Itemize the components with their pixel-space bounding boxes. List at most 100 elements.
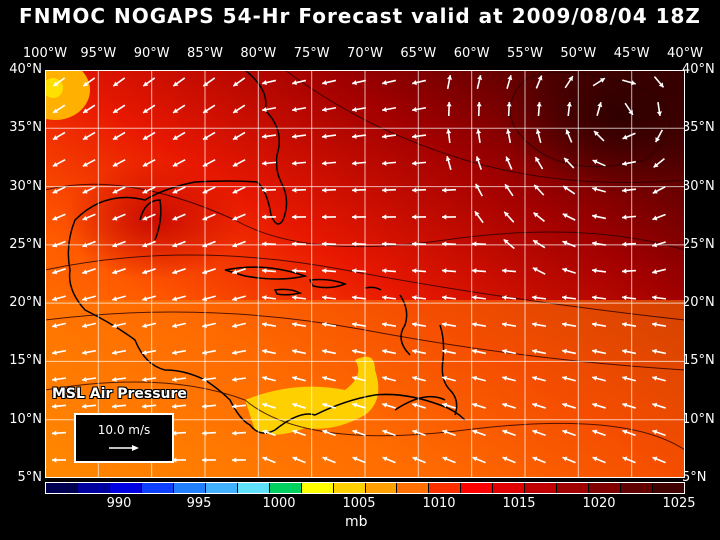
- wind-vector-head: [232, 215, 238, 221]
- wind-vector-head: [442, 429, 448, 435]
- colorbar-swatch: [653, 483, 685, 493]
- wind-vector-head: [506, 102, 512, 107]
- wind-vector-head: [232, 135, 238, 140]
- wind-vector-head: [622, 187, 627, 193]
- wind-vector-head: [532, 322, 537, 328]
- wind-vector-head: [382, 133, 387, 139]
- wind-vector-head: [142, 215, 148, 221]
- colorbar-swatch: [493, 483, 526, 493]
- wind-vector-head: [202, 349, 207, 356]
- wind-vector-head: [82, 403, 87, 409]
- wind-vector-head: [262, 322, 267, 328]
- wind-vector-head: [172, 376, 177, 382]
- wind-vector-head: [382, 375, 388, 381]
- wind-vector-head: [262, 80, 267, 86]
- wind-vector-head: [142, 135, 148, 140]
- wind-vector-head: [232, 430, 237, 436]
- latitude-label-left: 20°N: [9, 295, 42, 311]
- wind-vector-head: [53, 108, 59, 113]
- isobars: [45, 70, 685, 451]
- wind-vector-head: [505, 156, 511, 162]
- wind-vector-head: [232, 323, 237, 329]
- lat-lon-grid: [45, 70, 685, 478]
- latitude-label-left: 15°N: [9, 353, 42, 369]
- wind-vector-head: [352, 241, 357, 247]
- latitude-label-left: 5°N: [17, 470, 43, 485]
- colorbar-label: 1025: [662, 496, 696, 511]
- wind-vector-head: [262, 241, 267, 247]
- wind-vector-head: [622, 456, 628, 462]
- wind-vector-head: [535, 156, 540, 162]
- wind-vector-head: [532, 456, 538, 462]
- longitude-label: 95°W: [80, 46, 117, 61]
- wind-vector-head: [203, 81, 209, 87]
- wind-vector-head: [262, 295, 267, 301]
- wind-vector-head: [382, 80, 387, 86]
- wind-vector-head: [652, 456, 658, 462]
- wind-vector-head: [536, 102, 542, 107]
- colorbar-swatch: [301, 483, 334, 493]
- wind-vector-head: [173, 108, 179, 113]
- wind-vector-head: [82, 349, 87, 356]
- wind-vector-head: [412, 429, 418, 435]
- wind-vector-head: [292, 402, 298, 408]
- wind-vector-head: [52, 457, 57, 463]
- colorbar-label: 1015: [502, 496, 536, 511]
- wind-vector-head: [52, 188, 58, 194]
- coastlines: [67, 70, 466, 434]
- wind-vector-head: [652, 348, 657, 354]
- wind-vector-head: [412, 456, 418, 462]
- wind-vector-head: [442, 456, 448, 462]
- wind-vector-head: [505, 129, 512, 134]
- wind-vector-head: [412, 106, 417, 113]
- wind-vector-head: [533, 240, 539, 245]
- wind-vector-head: [472, 456, 478, 462]
- wind-vector-head: [292, 348, 297, 354]
- wind-vector-head: [472, 322, 477, 328]
- map-title: FNMOC NOGAPS 54-Hr Forecast valid at 200…: [19, 4, 701, 28]
- wind-vector-head: [502, 322, 507, 328]
- wind-vector-head: [232, 376, 237, 382]
- longitude-label: 100°W: [22, 46, 68, 61]
- wind-vector-head: [592, 402, 598, 408]
- wind-vector-head: [262, 160, 267, 166]
- latitude-label-right: 20°N: [682, 295, 715, 311]
- colorbar-label: 1020: [582, 496, 616, 511]
- wind-vector-head: [112, 188, 118, 194]
- wind-vector-head: [83, 81, 89, 87]
- wind-vector-head: [262, 375, 268, 381]
- wind-vector-head: [472, 295, 477, 301]
- colorbar-swatch: [77, 483, 110, 493]
- wind-vector-head: [352, 214, 357, 220]
- longitude-label: 40°W: [667, 46, 703, 61]
- wind-vector-head: [446, 129, 452, 134]
- wind-vector-head: [232, 269, 238, 275]
- wind-vector-head: [352, 160, 357, 166]
- wind-vector-head: [322, 402, 328, 408]
- wind-vector-head: [52, 269, 58, 275]
- wind-vector-head: [202, 403, 207, 409]
- wind-vector-head: [564, 157, 570, 163]
- wind-vector-head: [502, 429, 508, 435]
- wind-vector-head: [597, 102, 603, 108]
- wind-vector-head: [322, 80, 327, 86]
- wind-vector-head: [622, 268, 627, 274]
- latitude-label-right: 35°N: [682, 120, 715, 136]
- wind-vector-head: [477, 75, 483, 80]
- wind-vector-head: [592, 159, 598, 165]
- wind-vector-head: [502, 295, 507, 301]
- wind-vector-head: [82, 242, 88, 248]
- latitude-label-right: 40°N: [682, 62, 715, 77]
- wind-vector-head: [533, 212, 539, 218]
- colorbar-swatch: [397, 483, 430, 493]
- wind-vector-head: [472, 348, 477, 354]
- wind-vector-head: [292, 456, 298, 462]
- wind-vector-head: [262, 187, 267, 193]
- wind-vector-head: [292, 241, 297, 247]
- wind-vector-head: [142, 349, 147, 356]
- wind-vector-head: [622, 348, 627, 354]
- wind-vector-head: [622, 402, 628, 408]
- wind-vector-head: [412, 80, 417, 86]
- wind-vector-head: [352, 133, 357, 139]
- wind-vector-head: [52, 242, 58, 248]
